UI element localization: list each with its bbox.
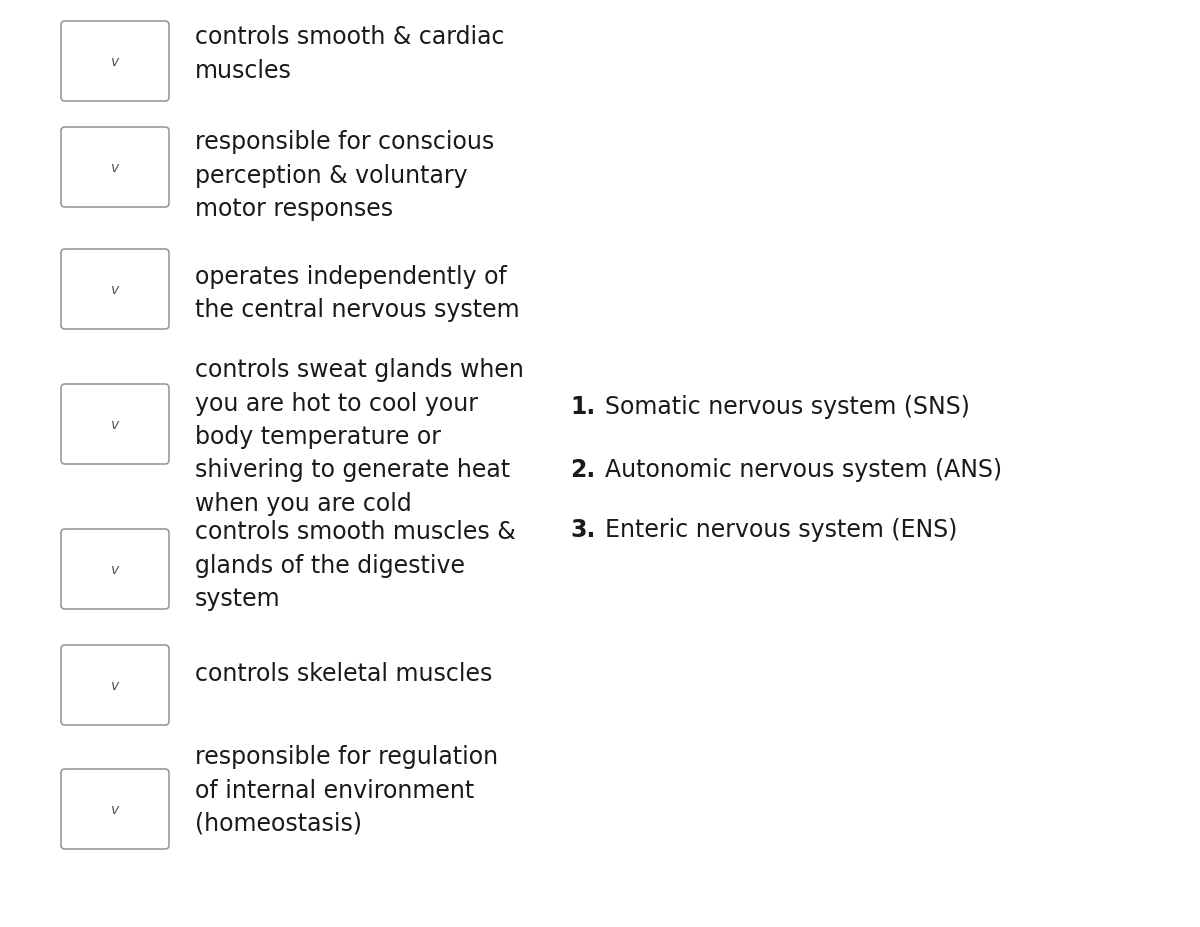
FancyBboxPatch shape [61, 22, 169, 102]
Text: responsible for regulation
of internal environment
(homeostasis): responsible for regulation of internal e… [194, 744, 498, 835]
Text: controls sweat glands when
you are hot to cool your
body temperature or
shiverin: controls sweat glands when you are hot t… [194, 358, 524, 515]
Text: v: v [110, 160, 119, 175]
FancyBboxPatch shape [61, 769, 169, 849]
Text: v: v [110, 563, 119, 577]
FancyBboxPatch shape [61, 385, 169, 464]
FancyBboxPatch shape [61, 529, 169, 609]
Text: v: v [110, 55, 119, 69]
Text: controls smooth muscles &
glands of the digestive
system: controls smooth muscles & glands of the … [194, 519, 516, 610]
Text: 1.: 1. [570, 395, 595, 419]
Text: v: v [110, 679, 119, 692]
Text: 2.: 2. [570, 458, 595, 481]
Text: operates independently of
the central nervous system: operates independently of the central ne… [194, 265, 520, 323]
FancyBboxPatch shape [61, 128, 169, 208]
Text: 3.: 3. [570, 517, 595, 541]
FancyBboxPatch shape [61, 645, 169, 725]
Text: v: v [110, 417, 119, 432]
Text: controls smooth & cardiac
muscles: controls smooth & cardiac muscles [194, 25, 504, 83]
Text: Autonomic nervous system (ANS): Autonomic nervous system (ANS) [605, 458, 1002, 481]
Text: responsible for conscious
perception & voluntary
motor responses: responsible for conscious perception & v… [194, 130, 494, 221]
Text: v: v [110, 283, 119, 297]
Text: Enteric nervous system (ENS): Enteric nervous system (ENS) [605, 517, 958, 541]
FancyBboxPatch shape [61, 249, 169, 330]
Text: v: v [110, 802, 119, 816]
Text: controls skeletal muscles: controls skeletal muscles [194, 661, 492, 685]
Text: Somatic nervous system (SNS): Somatic nervous system (SNS) [605, 395, 970, 419]
